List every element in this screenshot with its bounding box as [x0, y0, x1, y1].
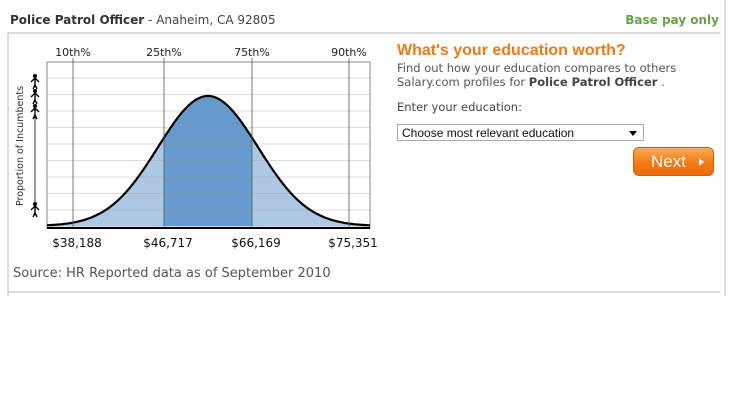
- person-icon: [30, 107, 40, 120]
- person-icon: [33, 74, 37, 78]
- person-icon: [33, 89, 37, 93]
- salary-label: $38,188: [52, 236, 102, 250]
- button-arrow: [699, 158, 704, 166]
- salary-label: $75,351: [328, 236, 378, 250]
- source-note: Source: HR Reported data as of September…: [13, 266, 331, 281]
- education-prompt: Enter your education:: [397, 100, 522, 114]
- select-arrow: [629, 131, 637, 136]
- percentile-label: 90th%: [331, 46, 367, 59]
- percentile-label: 75th%: [234, 46, 270, 59]
- location: - Anaheim, CA 92805: [148, 13, 276, 27]
- salary-chart: 10th% $38,188 25th% $46,717 75th% $66,169 90th…: [15, 46, 378, 250]
- header-title: Police Patrol Officer - Anaheim, CA 9280…: [10, 13, 276, 27]
- education-job: Police Patrol Officer: [528, 75, 658, 89]
- education-period: .: [661, 75, 665, 89]
- education-heading: What's your education worth?: [397, 42, 626, 59]
- person-icon: [30, 205, 40, 218]
- pay-type: Base pay only: [625, 13, 719, 27]
- percentile-label: 25th%: [146, 46, 182, 59]
- next-button[interactable]: Next: [633, 147, 714, 176]
- person-icon: [30, 92, 40, 105]
- salary-label: $66,169: [231, 236, 281, 250]
- curve: [46, 94, 370, 227]
- person-icon: [33, 202, 37, 206]
- job-title: Police Patrol Officer: [10, 13, 145, 27]
- person-icon: [30, 77, 40, 90]
- button-label: Next: [651, 152, 686, 171]
- person-icon: [33, 104, 37, 108]
- y-axis-label: Proportion of Incumbents: [15, 86, 26, 206]
- education-text: Salary.com profiles for Police Patrol Of…: [397, 75, 665, 89]
- education-select[interactable]: Choose most relevant education: [397, 124, 644, 141]
- education-text-part: Salary.com profiles for: [397, 75, 526, 89]
- select-text: Choose most relevant education: [402, 126, 575, 140]
- salary-label: $46,717: [143, 236, 193, 250]
- education-text: Find out how your education compares to …: [397, 61, 677, 75]
- percentile-label: 10th%: [55, 46, 91, 59]
